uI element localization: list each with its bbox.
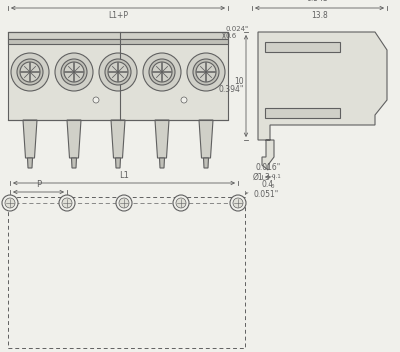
Circle shape [233, 198, 243, 208]
Text: L1: L1 [119, 171, 129, 180]
Polygon shape [160, 158, 164, 168]
Bar [8, 39, 228, 44]
Circle shape [149, 59, 175, 85]
Text: 0.024": 0.024" [226, 26, 249, 32]
Polygon shape [199, 120, 213, 158]
Circle shape [181, 97, 187, 103]
Circle shape [11, 53, 49, 91]
Circle shape [152, 62, 172, 82]
Text: 0.543": 0.543" [307, 0, 332, 3]
Polygon shape [155, 120, 169, 158]
Text: 0.394": 0.394" [219, 86, 244, 94]
Polygon shape [23, 120, 37, 158]
Polygon shape [28, 158, 32, 168]
Circle shape [187, 53, 225, 91]
Circle shape [20, 62, 40, 82]
Circle shape [64, 62, 84, 82]
Circle shape [193, 59, 219, 85]
Text: Ø1.3: Ø1.3 [253, 173, 271, 182]
Circle shape [59, 195, 75, 211]
Text: 0.4: 0.4 [262, 180, 274, 189]
Text: 0.016": 0.016" [255, 163, 281, 172]
Bar [265, 108, 340, 118]
Bar [8, 32, 228, 120]
Circle shape [99, 53, 137, 91]
Circle shape [230, 195, 246, 211]
Circle shape [61, 59, 87, 85]
Text: 0.6: 0.6 [226, 33, 237, 39]
Polygon shape [116, 158, 120, 168]
Polygon shape [204, 158, 208, 168]
Polygon shape [67, 120, 81, 158]
Circle shape [93, 97, 99, 103]
Text: 0: 0 [271, 184, 274, 189]
Circle shape [55, 53, 93, 91]
Text: 0.051": 0.051" [253, 190, 278, 199]
Circle shape [105, 59, 131, 85]
Polygon shape [258, 32, 387, 170]
Circle shape [62, 198, 72, 208]
Text: 10: 10 [234, 77, 244, 87]
Bar [265, 42, 340, 52]
Circle shape [196, 62, 216, 82]
Polygon shape [72, 158, 76, 168]
Circle shape [5, 198, 15, 208]
Circle shape [116, 195, 132, 211]
Circle shape [119, 198, 129, 208]
Bar [8, 197, 245, 348]
Polygon shape [111, 120, 125, 158]
Text: 13.8: 13.8 [311, 11, 328, 20]
Circle shape [176, 198, 186, 208]
Circle shape [17, 59, 43, 85]
Circle shape [143, 53, 181, 91]
Text: L1+P: L1+P [108, 11, 128, 20]
Circle shape [173, 195, 189, 211]
Circle shape [2, 195, 18, 211]
Text: -0.1: -0.1 [271, 174, 282, 179]
Text: P: P [36, 180, 41, 189]
Bar [8, 32, 228, 39]
Circle shape [108, 62, 128, 82]
